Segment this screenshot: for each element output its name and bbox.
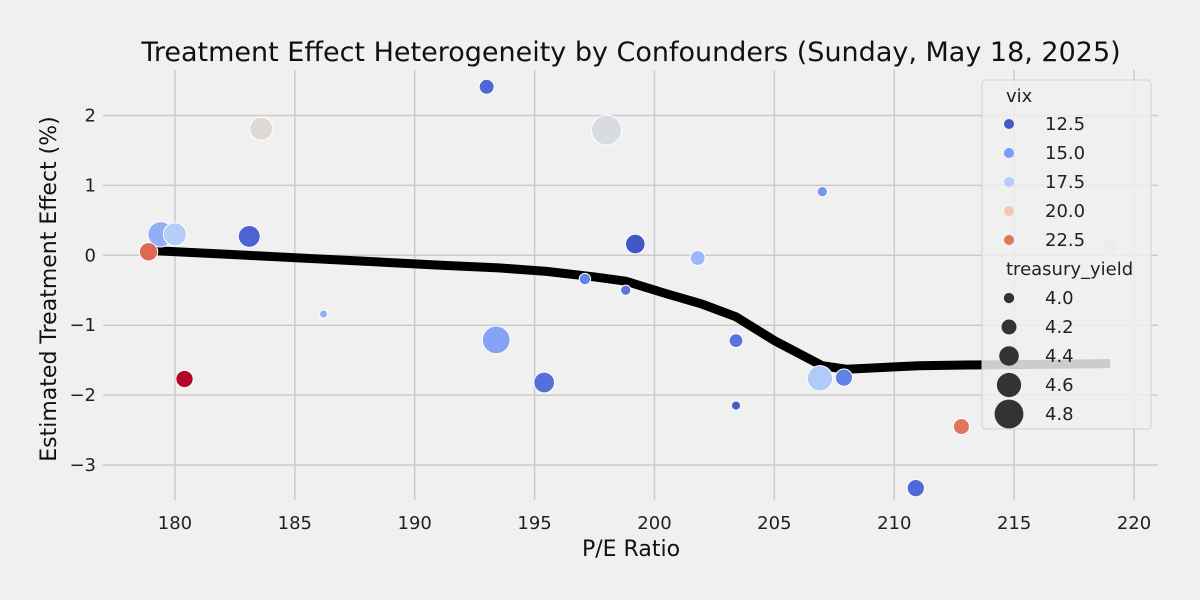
data-point [578, 272, 592, 286]
data-point [249, 116, 274, 141]
data-point [689, 250, 706, 267]
legend-size-marker [999, 346, 1019, 366]
data-point [816, 186, 828, 198]
legend-size-marker [994, 399, 1024, 429]
data-point [175, 369, 194, 389]
legend-size-label: 4.0 [1045, 288, 1074, 309]
x-tick-label: 220 [1117, 513, 1151, 534]
x-axis-title: P/E Ratio [582, 537, 680, 562]
data-points [138, 78, 1119, 498]
y-tick-label: −1 [69, 315, 96, 336]
data-point [625, 233, 646, 255]
legend-hue-entries: 12.5 15.0 17.5 20.0 22.5 [1004, 114, 1085, 251]
x-tick-label: 195 [517, 513, 551, 534]
legend-size-title: treasury_yield [1006, 259, 1133, 280]
legend-hue-label: 22.5 [1045, 230, 1085, 251]
y-tick-label: 2 [85, 105, 96, 126]
x-tick-label: 190 [398, 513, 432, 534]
legend-size-entries: 4.0 4.2 4.4 4.6 4.8 [994, 288, 1074, 429]
data-point [478, 78, 495, 95]
trend-line-group [148, 245, 1111, 374]
y-axis-ticks: −3 −2 −1 0 1 2 [69, 105, 96, 476]
x-tick-label: 200 [637, 513, 671, 534]
legend-hue-label: 15.0 [1045, 143, 1085, 164]
legend-hue-title: vix [1006, 86, 1033, 107]
data-point [620, 284, 632, 296]
legend-size-marker [1003, 292, 1015, 304]
x-tick-label: 185 [278, 513, 312, 534]
data-point [728, 333, 744, 348]
data-point [533, 371, 556, 394]
legend-size-label: 4.6 [1045, 375, 1074, 396]
legend-hue-marker [1004, 177, 1014, 187]
legend-hue-label: 20.0 [1045, 201, 1085, 222]
data-point [730, 400, 742, 411]
data-point [481, 325, 511, 355]
legend-hue-marker [1004, 235, 1014, 245]
y-tick-label: −3 [69, 455, 96, 476]
trend-line [148, 245, 1111, 374]
x-tick-label: 180 [158, 513, 192, 534]
data-point [952, 418, 970, 436]
data-point [138, 242, 159, 262]
data-point [834, 368, 854, 387]
data-point [806, 365, 834, 392]
legend-size-marker [996, 372, 1022, 398]
legend-box [981, 79, 1152, 430]
x-axis-ticks: 180 185 190 195 200 205 210 215 220 [158, 513, 1151, 534]
legend-size-label: 4.4 [1045, 346, 1074, 367]
y-axis-title: Estimated Treatment Effect (%) [37, 116, 62, 461]
legend-hue-marker [1004, 206, 1014, 216]
x-tick-label: 205 [757, 513, 791, 534]
y-tick-label: −2 [69, 385, 96, 406]
y-tick-label: 1 [85, 175, 96, 196]
legend-hue-marker [1004, 148, 1014, 158]
legend-size-label: 4.2 [1045, 317, 1074, 338]
data-point [319, 309, 329, 319]
legend-hue-marker [1004, 119, 1014, 129]
y-tick-label: 0 [85, 245, 96, 266]
chart-title: Treatment Effect Heterogeneity by Confou… [140, 37, 1120, 68]
data-point [162, 222, 187, 247]
data-point [237, 224, 261, 248]
legend-size-marker [1001, 319, 1017, 335]
data-point [906, 478, 925, 498]
legend-hue-label: 17.5 [1045, 172, 1085, 193]
data-point [591, 114, 623, 146]
x-tick-label: 215 [997, 513, 1031, 534]
x-tick-label: 210 [877, 513, 911, 534]
legend-size-label: 4.8 [1045, 404, 1074, 425]
legend-hue-label: 12.5 [1045, 114, 1085, 135]
legend: vix 12.515.017.520.022.5 treasury_yield … [981, 79, 1152, 430]
